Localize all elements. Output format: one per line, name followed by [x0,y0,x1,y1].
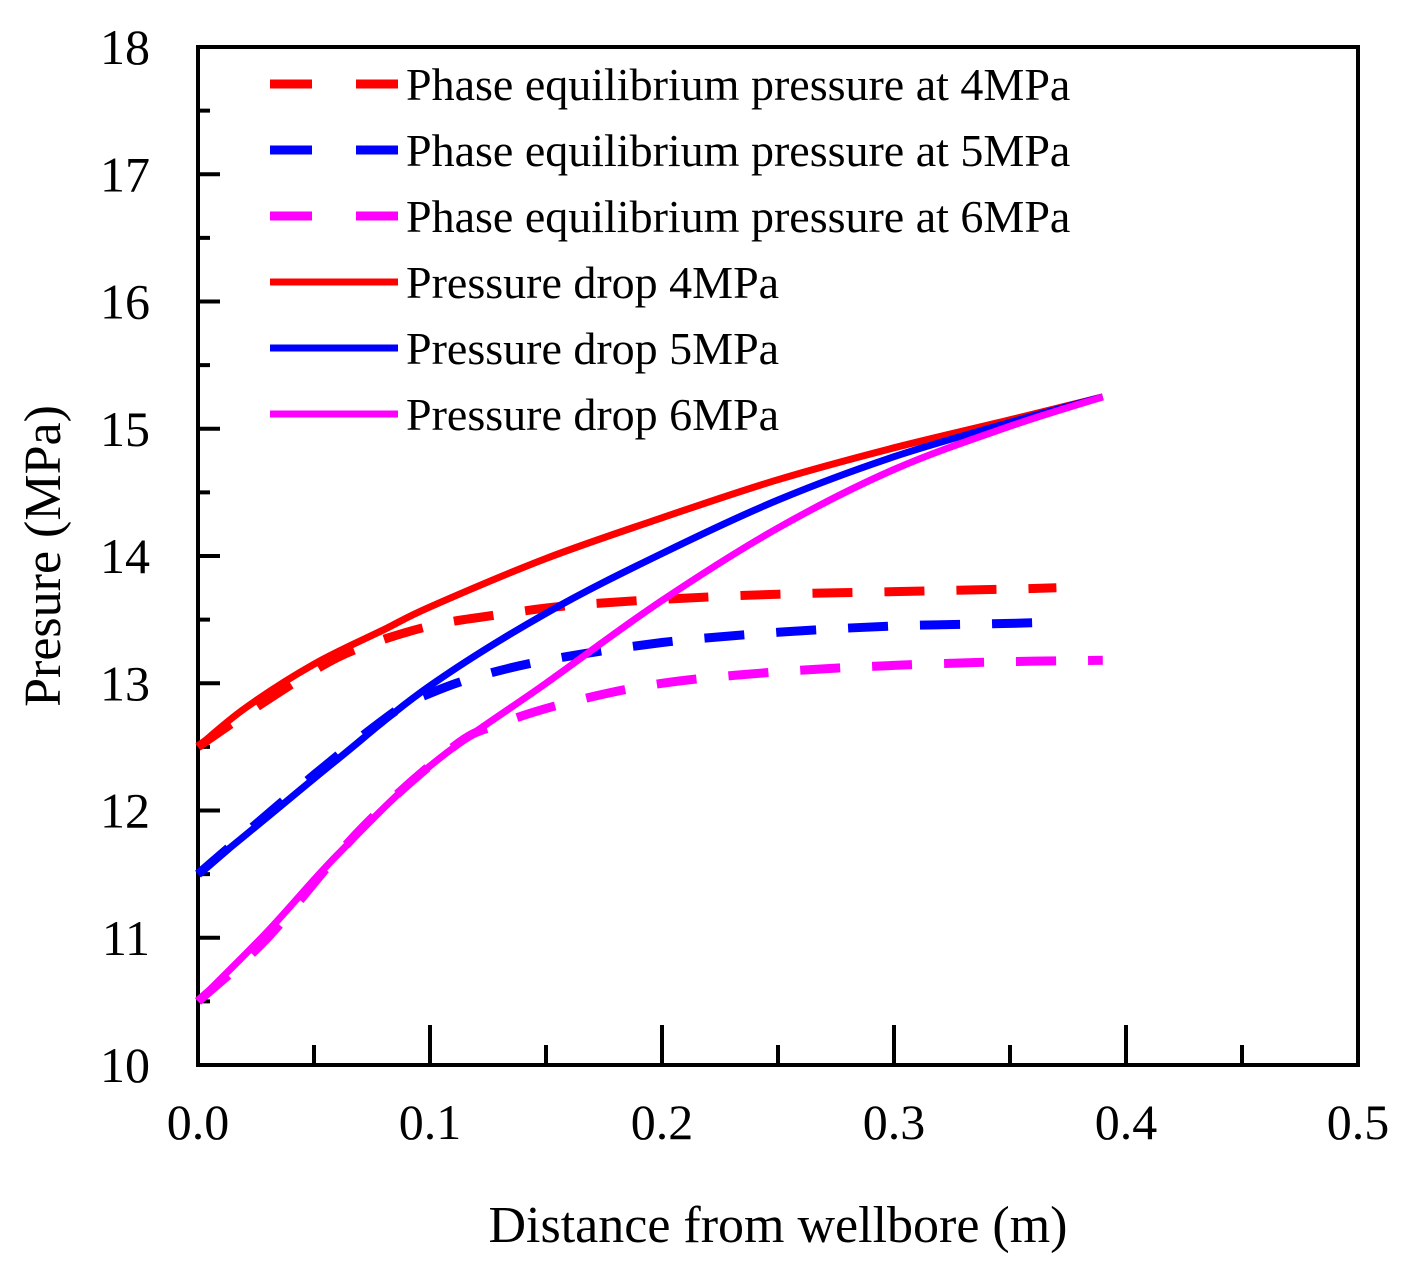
y-axis-title: Presure (MPa) [15,405,72,707]
y-tick-label: 16 [100,274,150,330]
legend-label: Phase equilibrium pressure at 6MPa [406,191,1070,242]
y-tick-label: 18 [100,19,150,75]
legend-label: Phase equilibrium pressure at 4MPa [406,59,1070,110]
x-axis-title: Distance from wellbore (m) [488,1197,1067,1254]
legend-label: Pressure drop 5MPa [406,323,779,374]
series-layer [198,397,1103,1002]
legend-label: Phase equilibrium pressure at 5MPa [406,125,1070,176]
x-tick-label: 0.1 [399,1094,462,1150]
legend-label: Pressure drop 4MPa [406,257,779,308]
y-tick-label: 12 [100,783,150,839]
series-line-1 [198,588,1056,747]
series-line-4 [198,397,1103,747]
series-line-5 [198,397,1103,874]
y-tick-label: 11 [102,910,150,966]
legend-label: Pressure drop 6MPa [406,389,779,440]
x-tick-label: 0.5 [1327,1094,1390,1150]
y-tick-label: 10 [100,1037,150,1093]
y-tick-label: 14 [100,528,150,584]
y-tick-label: 17 [100,146,150,202]
x-tick-label: 0.4 [1095,1094,1158,1150]
x-tick-label: 0.2 [631,1094,694,1150]
axis-ticks: 0.0 0.1 0.2 0.3 0.4 0.5 10 11 12 13 14 15 16 17 18 [100,19,1389,1150]
y-tick-label: 15 [100,401,150,457]
x-tick-label: 0.3 [863,1094,926,1150]
series-line-3 [198,660,1103,1001]
x-tick-label: 0.0 [167,1094,230,1150]
series-line-6 [198,397,1103,1002]
y-tick-label: 13 [100,655,150,711]
legend: Phase equilibrium pressure at 4MPa Phase … [270,59,1070,440]
chart: 0.0 0.1 0.2 0.3 0.4 0.5 10 11 12 13 14 15 16 17 18 Pha… [0,0,1411,1281]
